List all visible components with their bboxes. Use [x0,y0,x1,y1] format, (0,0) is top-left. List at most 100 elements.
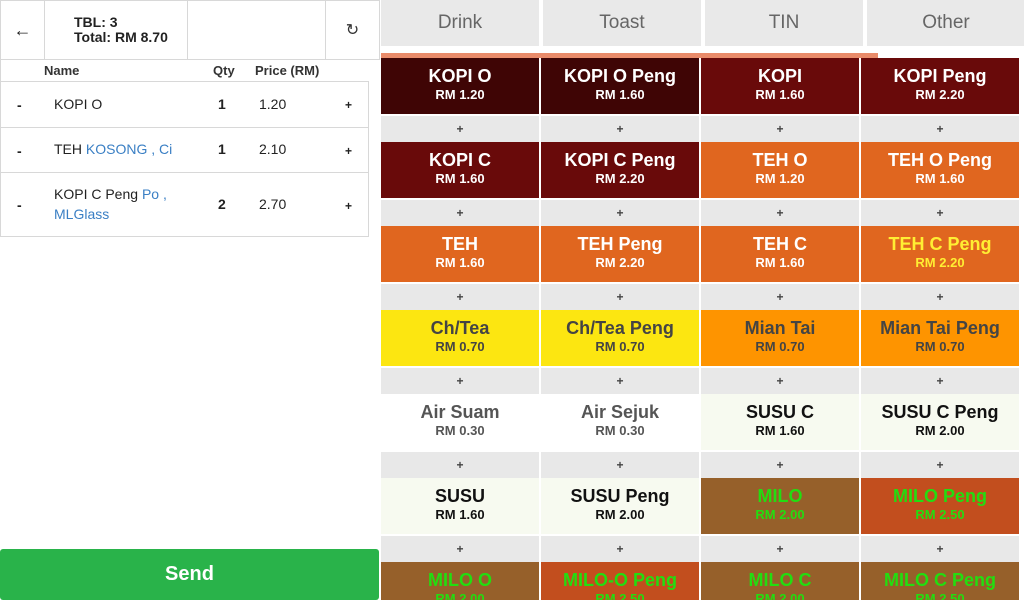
add-option-button[interactable]: + [701,452,859,478]
order-row[interactable]: - KOPI C Peng Po , MLGlass 2 2.70 + [0,173,369,237]
decrease-qty-button[interactable]: - [17,143,22,159]
menu-item[interactable]: TEH O Peng RM 1.60 [861,142,1019,198]
menu-item[interactable]: MILO Peng RM 2.50 [861,478,1019,534]
increase-qty-button[interactable]: + [345,199,353,213]
menu-item[interactable]: MILO RM 2.00 [701,478,859,534]
menu-item[interactable]: MILO O RM 2.00 [381,562,539,600]
column-qty: Qty [213,63,235,78]
item-modifiers: Po , MLGlass [54,186,167,222]
menu-item-price: RM 1.60 [435,507,485,522]
menu-item-price: RM 2.20 [595,255,645,270]
menu-item-name: KOPI O [428,66,492,86]
menu-item-price: RM 1.60 [755,423,805,438]
menu-item[interactable]: MILO C Peng RM 2.50 [861,562,1019,600]
add-option-button[interactable]: + [381,452,539,478]
menu-item-name: MILO C Peng [884,570,996,590]
menu-item[interactable]: TEH O RM 1.20 [701,142,859,198]
menu-item[interactable]: KOPI C Peng RM 2.20 [541,142,699,198]
menu-item[interactable]: Air Sejuk RM 0.30 [541,394,699,450]
menu-item[interactable]: Ch/Tea Peng RM 0.70 [541,310,699,366]
menu-item-name: Air Suam [420,402,500,422]
item-name: TEH [54,141,82,157]
add-option-button[interactable]: + [381,368,539,394]
item-name: KOPI O [54,96,103,112]
add-option-button[interactable]: + [541,536,699,562]
header-spacer [187,0,326,60]
refresh-icon: ↻ [345,22,360,39]
menu-item[interactable]: Air Suam RM 0.30 [381,394,539,450]
decrease-qty-button[interactable]: - [17,97,22,113]
order-total: Total: RM 8.70 [74,29,168,45]
menu-item-name: TEH O [752,150,808,170]
tab-drink[interactable]: Drink [381,0,539,46]
menu-item[interactable]: Ch/Tea RM 0.70 [381,310,539,366]
add-option-button[interactable]: + [861,536,1019,562]
menu-item[interactable]: TEH RM 1.60 [381,226,539,282]
add-option-button[interactable]: + [381,116,539,142]
menu-item-name: Mian Tai Peng [880,318,1000,338]
add-option-button[interactable]: + [541,200,699,226]
add-option-button[interactable]: + [861,368,1019,394]
menu-item[interactable]: KOPI O RM 1.20 [381,58,539,114]
order-column-headers: Name Qty Price (RM) [0,60,369,82]
add-option-button[interactable]: + [701,200,859,226]
menu-item[interactable]: KOPI O Peng RM 1.60 [541,58,699,114]
menu-item-price: RM 1.20 [435,87,485,102]
add-option-button[interactable]: + [861,284,1019,310]
menu-item[interactable]: TEH C RM 1.60 [701,226,859,282]
menu-item-price: RM 0.70 [915,339,965,354]
add-option-button[interactable]: + [541,452,699,478]
arrow-left-icon: ← [13,19,32,40]
column-price: Price (RM) [255,63,320,78]
menu-item-name: Air Sejuk [580,402,660,422]
add-option-button[interactable]: + [861,116,1019,142]
menu-item-price: RM 2.20 [915,255,965,270]
order-row[interactable]: - KOPI O 1 1.20 + [0,82,369,128]
tab-toast[interactable]: Toast [543,0,701,46]
add-option-button[interactable]: + [541,368,699,394]
item-name: KOPI C Peng [54,186,139,202]
refresh-button[interactable]: ↻ [325,0,380,60]
add-option-button[interactable]: + [381,536,539,562]
menu-item[interactable]: SUSU RM 1.60 [381,478,539,534]
add-option-button[interactable]: + [701,368,859,394]
increase-qty-button[interactable]: + [345,144,353,158]
increase-qty-button[interactable]: + [345,98,353,112]
add-option-button[interactable]: + [381,200,539,226]
tab-other[interactable]: Other [867,0,1024,46]
menu-item[interactable]: Mian Tai RM 0.70 [701,310,859,366]
menu-item[interactable]: TEH Peng RM 2.20 [541,226,699,282]
menu-item-price: RM 2.00 [595,507,645,522]
back-button[interactable]: ← [0,0,45,60]
add-option-button[interactable]: + [381,284,539,310]
menu-item-name: MILO [757,486,803,506]
add-option-button[interactable]: + [861,200,1019,226]
menu-item[interactable]: SUSU C Peng RM 2.00 [861,394,1019,450]
menu-item-name: KOPI O Peng [563,66,677,86]
menu-item[interactable]: KOPI Peng RM 2.20 [861,58,1019,114]
column-name: Name [44,63,80,78]
add-option-button[interactable]: + [701,284,859,310]
menu-item[interactable]: MILO-O Peng RM 2.50 [541,562,699,600]
menu-item[interactable]: MILO C RM 2.00 [701,562,859,600]
tab-tin[interactable]: TIN [705,0,863,46]
menu-item-name: KOPI C Peng [564,150,676,170]
menu-item[interactable]: TEH C Peng RM 2.20 [861,226,1019,282]
order-item-name: TEH KOSONG , Ci [54,139,214,159]
add-option-button[interactable]: + [701,116,859,142]
send-button[interactable]: Send [0,549,379,600]
decrease-qty-button[interactable]: - [17,197,22,213]
order-row[interactable]: - TEH KOSONG , Ci 1 2.10 + [0,128,369,173]
add-option-button[interactable]: + [541,116,699,142]
menu-item[interactable]: KOPI C RM 1.60 [381,142,539,198]
menu-item[interactable]: KOPI RM 1.60 [701,58,859,114]
add-option-button[interactable]: + [861,452,1019,478]
add-option-button[interactable]: + [541,284,699,310]
menu-item[interactable]: Mian Tai Peng RM 0.70 [861,310,1019,366]
menu-item-name: MILO-O Peng [563,570,677,590]
menu-item-name: MILO C [748,570,812,590]
menu-item[interactable]: SUSU C RM 1.60 [701,394,859,450]
add-option-button[interactable]: + [701,536,859,562]
menu-item[interactable]: SUSU Peng RM 2.00 [541,478,699,534]
menu-item-name: SUSU C [745,402,814,422]
